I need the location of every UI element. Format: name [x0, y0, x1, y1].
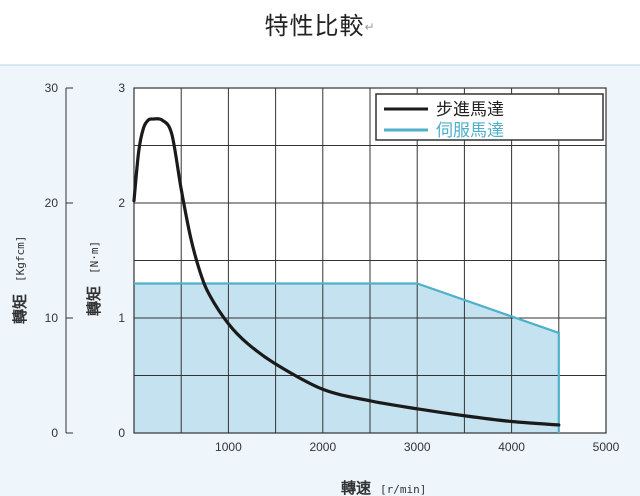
nm-axis-unit: [N·m] — [88, 241, 101, 274]
y-tick-label-kgfcm: 30 — [45, 81, 59, 95]
x-tick-label: 4000 — [498, 440, 525, 454]
legend-label: 伺服馬達 — [436, 121, 504, 141]
y-tick-label-nm: 0 — [118, 426, 125, 440]
servo-motor-line — [134, 282, 560, 433]
x-axis-label: 轉速 — [341, 479, 371, 496]
kgfcm-axis-unit: [Kgfcm] — [14, 236, 27, 282]
plot-frame — [133, 87, 607, 434]
legend-box — [375, 93, 604, 141]
y-tick-label-kgfcm: 20 — [45, 196, 59, 210]
page-title: 特性比較↵ — [0, 6, 640, 41]
x-axis-unit: [r/min] — [380, 483, 426, 496]
grid — [134, 88, 606, 433]
x-tick-label: 1000 — [215, 440, 242, 454]
return-mark-icon: ↵ — [364, 20, 376, 34]
y-tick-label-nm: 3 — [118, 81, 125, 95]
x-tick-label: 2000 — [309, 440, 336, 454]
y-tick-label-kgfcm: 0 — [51, 426, 58, 440]
kgfcm-axis-label: 轉矩 — [11, 294, 29, 324]
servo-torque-area — [134, 283, 559, 433]
nm-axis-title: 轉矩 [N·m] — [85, 241, 103, 316]
y-tick-label-kgfcm: 10 — [45, 311, 59, 325]
y-tick-label-nm: 1 — [118, 311, 125, 325]
x-tick-label: 5000 — [593, 440, 620, 454]
x-tick-label: 3000 — [404, 440, 431, 454]
kgfcm-axis-title: 轉矩 [Kgfcm] — [11, 236, 29, 324]
legend-label: 步進馬達 — [436, 100, 504, 120]
y-tick-label-nm: 2 — [118, 196, 125, 210]
nm-axis-label: 轉矩 — [85, 286, 103, 316]
stepper-motor-line — [132, 117, 561, 427]
title-text: 特性比較 — [264, 12, 365, 40]
